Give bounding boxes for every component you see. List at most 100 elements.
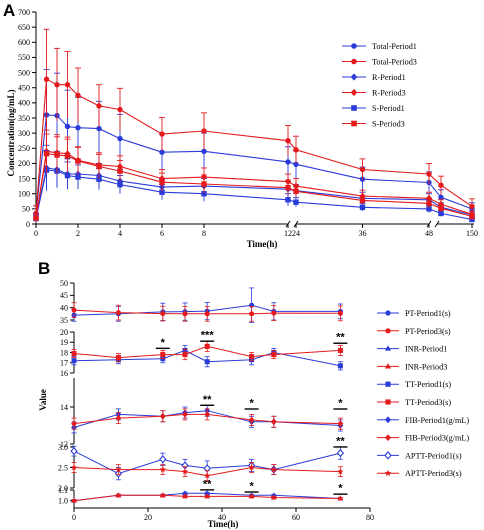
x-tick-label: 20 bbox=[144, 513, 152, 522]
significance-stars: * bbox=[338, 398, 343, 410]
legend-marker bbox=[385, 345, 391, 351]
legend-label: S-Period3 bbox=[372, 120, 405, 129]
data-point bbox=[204, 343, 210, 349]
data-point bbox=[33, 215, 39, 221]
y-tick-label: 550 bbox=[18, 53, 30, 62]
data-point bbox=[204, 411, 211, 418]
panel-b-series bbox=[70, 287, 345, 503]
series-INR-Period3 bbox=[71, 492, 344, 503]
significance-stars: * bbox=[338, 483, 343, 495]
data-point bbox=[201, 128, 207, 134]
y-tick-label: 14 bbox=[60, 403, 68, 412]
y-tick-label: 600 bbox=[18, 38, 30, 47]
data-point bbox=[64, 123, 71, 130]
data-point bbox=[337, 420, 344, 427]
data-point bbox=[426, 206, 432, 212]
data-point bbox=[64, 153, 71, 159]
x-tick-label: 0 bbox=[34, 229, 38, 238]
x-tick-label: 24 bbox=[292, 229, 300, 238]
data-point bbox=[337, 347, 343, 353]
series-line bbox=[73, 309, 341, 315]
series-PT-Period3(s) bbox=[71, 302, 343, 322]
y-tick-label: 50 bbox=[22, 205, 30, 214]
data-point bbox=[64, 81, 71, 88]
legend-label: S-Period1 bbox=[372, 104, 405, 113]
data-point bbox=[115, 492, 122, 498]
data-point bbox=[204, 490, 211, 496]
data-point bbox=[293, 199, 299, 205]
x-tick-label: 6 bbox=[160, 229, 164, 238]
y-tick-label: 350 bbox=[18, 114, 30, 123]
x-tick-label: 48 bbox=[425, 229, 433, 238]
data-point bbox=[159, 412, 166, 420]
y-tick-label: 2.0 bbox=[58, 484, 68, 493]
data-point bbox=[336, 449, 345, 458]
panel-a-series bbox=[32, 28, 476, 223]
data-point bbox=[160, 311, 166, 317]
legend-marker bbox=[351, 105, 357, 111]
x-tick-label: 60 bbox=[292, 513, 300, 522]
legend-entry: FIB-Period3(g/mL) bbox=[377, 434, 469, 443]
legend-entry: TT-Period3(s) bbox=[377, 398, 451, 407]
significance-annotation: ** bbox=[333, 332, 348, 344]
data-point bbox=[248, 493, 255, 499]
significance-stars: * bbox=[161, 337, 166, 349]
y-tick-label: 12 bbox=[60, 440, 68, 449]
y-tick-label: 1.0 bbox=[58, 496, 68, 505]
legend-label: Total-Period3 bbox=[372, 58, 417, 67]
legend-entry: R-Period1 bbox=[342, 73, 406, 82]
significance-stars: *** bbox=[201, 330, 215, 342]
legend-marker bbox=[351, 43, 357, 49]
x-tick-label: 0 bbox=[72, 513, 76, 522]
y-tick-label: 18 bbox=[60, 348, 68, 357]
data-point bbox=[117, 135, 123, 142]
data-point bbox=[159, 492, 166, 498]
legend-marker bbox=[385, 434, 391, 441]
series-line bbox=[73, 345, 341, 359]
data-point bbox=[270, 494, 277, 500]
data-point bbox=[204, 493, 211, 499]
data-point bbox=[337, 363, 343, 369]
significance-stars: * bbox=[249, 398, 254, 410]
x-tick-label: 8 bbox=[202, 229, 206, 238]
data-point bbox=[438, 210, 444, 217]
data-point bbox=[54, 81, 60, 88]
series-line bbox=[73, 466, 341, 477]
legend-entry: INR-Period3 bbox=[377, 362, 447, 371]
data-point bbox=[71, 420, 77, 427]
data-point bbox=[293, 161, 299, 168]
data-point bbox=[75, 174, 81, 180]
y-tick-label: 45 bbox=[60, 291, 68, 300]
data-point bbox=[115, 355, 121, 361]
legend-marker bbox=[385, 416, 391, 424]
y-tick-label: 400 bbox=[18, 99, 30, 108]
y-tick-label: 150 bbox=[18, 174, 30, 183]
data-point bbox=[70, 446, 78, 456]
data-point bbox=[201, 181, 207, 187]
data-point bbox=[469, 203, 475, 210]
legend-marker bbox=[385, 310, 391, 316]
data-point bbox=[159, 189, 165, 195]
x-tick-label: 36 bbox=[359, 229, 367, 238]
data-point bbox=[359, 204, 366, 211]
data-point bbox=[70, 464, 78, 471]
legend-marker bbox=[385, 399, 391, 405]
data-point bbox=[181, 468, 189, 475]
legend-label: TT-Period1(s) bbox=[405, 380, 451, 389]
legend-marker bbox=[385, 363, 391, 369]
y-tick-label: 500 bbox=[18, 68, 30, 77]
data-point bbox=[43, 76, 50, 82]
panel-a-label: A bbox=[3, 1, 15, 20]
data-point bbox=[469, 213, 475, 220]
data-point bbox=[75, 158, 81, 164]
data-point bbox=[54, 152, 60, 158]
legend-marker bbox=[350, 88, 358, 97]
data-point bbox=[117, 168, 123, 174]
legend-entry: PT-Period1(s) bbox=[377, 309, 451, 318]
y-tick-label: 16 bbox=[60, 369, 68, 378]
legend-label: R-Period1 bbox=[372, 73, 406, 82]
data-point bbox=[115, 414, 122, 422]
data-point bbox=[285, 184, 291, 191]
